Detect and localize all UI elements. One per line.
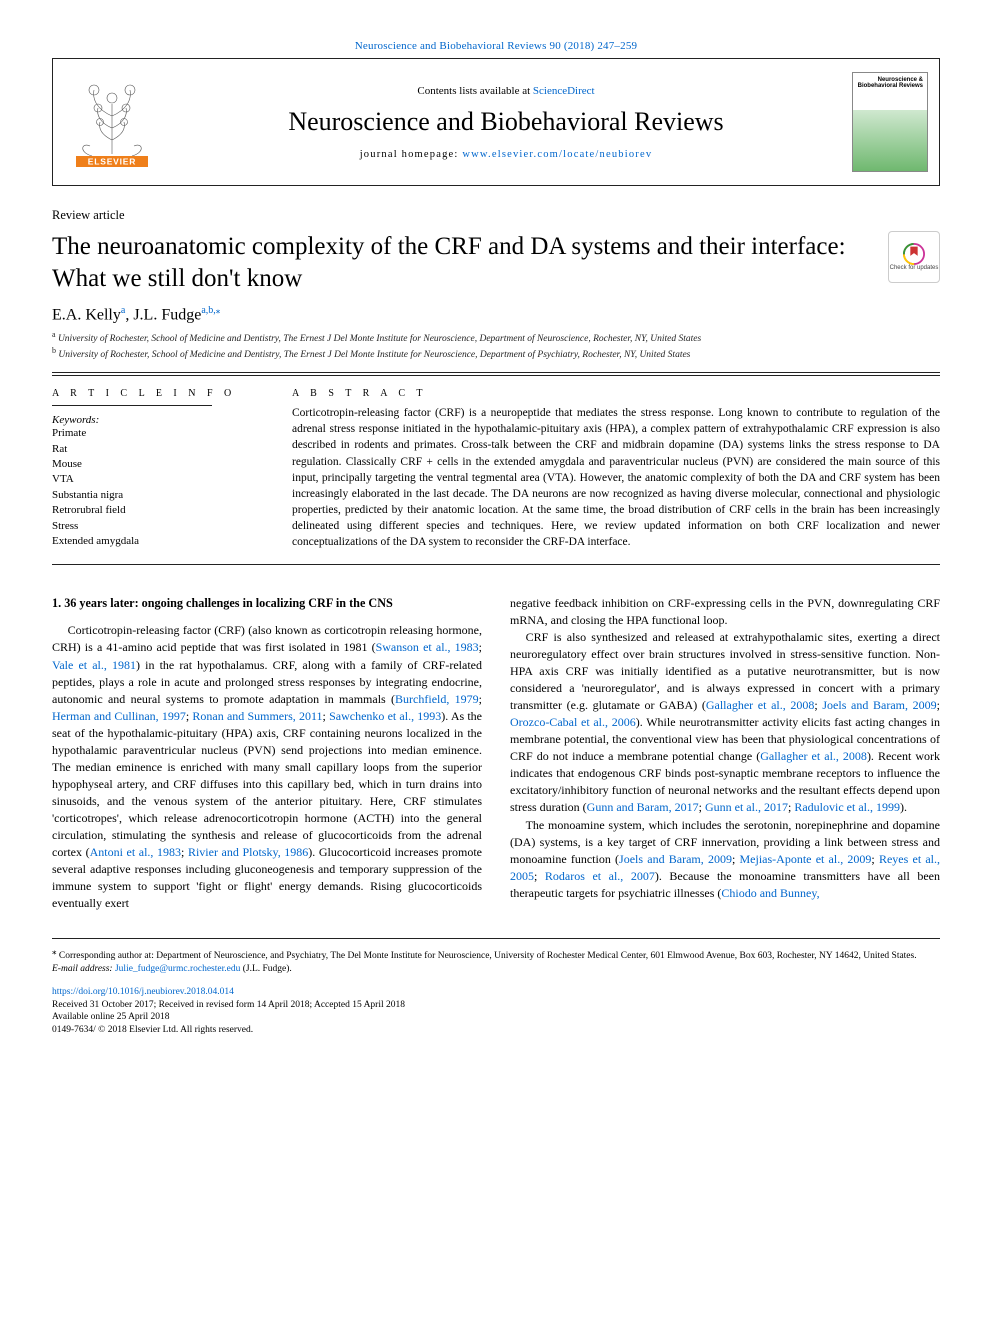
keyword: Primate	[52, 426, 266, 441]
homepage-link[interactable]: www.elsevier.com/locate/neubiorev	[462, 149, 652, 160]
contents-line: Contents lists available at ScienceDirec…	[417, 85, 594, 97]
journal-cover: Neuroscience & Biobehavioral Reviews	[841, 59, 939, 185]
affiliation: b University of Rochester, School of Med…	[52, 346, 940, 362]
email-line: E-mail address: Julie_fudge@urmc.rochest…	[52, 963, 940, 976]
journal-name: Neuroscience and Biobehavioral Reviews	[288, 107, 723, 137]
info-rule	[52, 405, 212, 406]
sciencedirect-link[interactable]: ScienceDirect	[533, 85, 595, 97]
history: Received 31 October 2017; Received in re…	[52, 999, 940, 1012]
contents-prefix: Contents lists available at	[417, 85, 532, 97]
crossmark-label: Check for updates	[890, 265, 939, 271]
elsevier-logo: ELSEVIER	[53, 59, 171, 185]
section-heading: 1. 36 years later: ongoing challenges in…	[52, 595, 482, 612]
article-info: A R T I C L E I N F O Keywords: PrimateR…	[52, 376, 266, 564]
copyright: 0149-7634/ © 2018 Elsevier Ltd. All righ…	[52, 1024, 940, 1037]
body-para: Corticotropin-releasing factor (CRF) (al…	[52, 622, 482, 912]
email-label: E-mail address:	[52, 964, 113, 974]
footnote-rule	[52, 938, 940, 939]
affiliation: a University of Rochester, School of Med…	[52, 330, 940, 346]
keywords-label: Keywords:	[52, 414, 266, 426]
crossmark-icon	[903, 243, 925, 265]
doi-block: https://doi.org/10.1016/j.neubiorev.2018…	[52, 986, 940, 1037]
homepage-prefix: journal homepage:	[360, 149, 463, 160]
email-link[interactable]: Julie_fudge@urmc.rochester.edu	[115, 964, 240, 974]
elsevier-tree-icon: ELSEVIER	[68, 76, 156, 168]
journal-header-center: Contents lists available at ScienceDirec…	[171, 59, 841, 185]
body-para: negative feedback inhibition on CRF-expr…	[510, 595, 940, 629]
corresponding-author: ⁎ Corresponding author at: Department of…	[52, 945, 940, 963]
keyword: Mouse	[52, 457, 266, 472]
crossmark-badge[interactable]: Check for updates	[888, 231, 940, 283]
article-title: The neuroanatomic complexity of the CRF …	[52, 231, 876, 295]
keyword: VTA	[52, 472, 266, 487]
keywords-list: PrimateRatMouseVTASubstantia nigraRetror…	[52, 426, 266, 549]
email-suffix: (J.L. Fudge).	[240, 964, 291, 974]
keyword: Substantia nigra	[52, 488, 266, 503]
keyword: Stress	[52, 519, 266, 534]
article-info-heading: A R T I C L E I N F O	[52, 388, 266, 399]
running-head: Neuroscience and Biobehavioral Reviews 9…	[52, 40, 940, 52]
body-para: The monoamine system, which includes the…	[510, 817, 940, 902]
body-text: 1. 36 years later: ongoing challenges in…	[52, 595, 940, 912]
keyword: Retrorubral field	[52, 503, 266, 518]
cover-title: Neuroscience & Biobehavioral Reviews	[853, 77, 923, 90]
keyword: Extended amygdala	[52, 534, 266, 549]
info-abstract-row: A R T I C L E I N F O Keywords: PrimateR…	[52, 375, 940, 565]
affiliations: a University of Rochester, School of Med…	[52, 330, 940, 362]
corr-text: Corresponding author at: Department of N…	[59, 951, 917, 961]
article-type: Review article	[52, 208, 940, 223]
keyword: Rat	[52, 442, 266, 457]
corr-marker: ⁎	[52, 946, 57, 956]
svg-text:ELSEVIER: ELSEVIER	[88, 157, 136, 167]
available-online: Available online 25 April 2018	[52, 1011, 940, 1024]
body-para: CRF is also synthesized and released at …	[510, 629, 940, 816]
abstract-text: Corticotropin-releasing factor (CRF) is …	[292, 405, 940, 550]
footnotes: ⁎ Corresponding author at: Department of…	[52, 945, 940, 976]
running-head-link[interactable]: Neuroscience and Biobehavioral Reviews 9…	[355, 40, 637, 52]
abstract: A B S T R A C T Corticotropin-releasing …	[292, 376, 940, 564]
cover-thumbnail: Neuroscience & Biobehavioral Reviews	[852, 72, 928, 172]
abstract-heading: A B S T R A C T	[292, 388, 940, 399]
journal-header: ELSEVIER Contents lists available at Sci…	[52, 58, 940, 186]
rule	[52, 372, 940, 373]
doi-link[interactable]: https://doi.org/10.1016/j.neubiorev.2018…	[52, 987, 234, 997]
journal-homepage: journal homepage: www.elsevier.com/locat…	[360, 149, 653, 160]
authors: E.A. Kellya, J.L. Fudgea,b,⁎	[52, 305, 940, 324]
